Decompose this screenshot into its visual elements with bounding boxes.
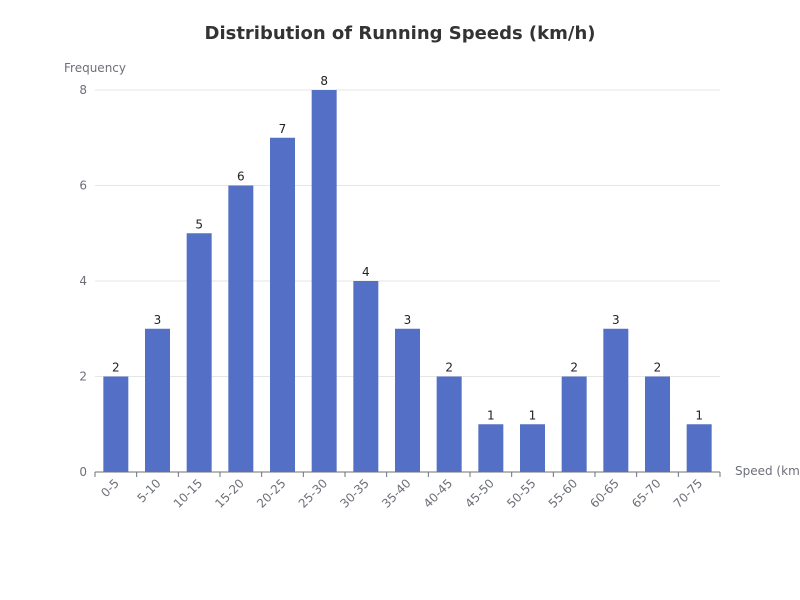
bar-25-30 bbox=[311, 90, 337, 472]
x-tick-label: 50-55 bbox=[504, 476, 539, 511]
bar-5-10 bbox=[145, 328, 170, 472]
bar-55-60 bbox=[561, 376, 587, 472]
bar-65-70 bbox=[645, 376, 670, 472]
data-label: 8 bbox=[320, 74, 328, 88]
x-tick-label: 55-60 bbox=[546, 476, 581, 511]
x-tick-label: 35-40 bbox=[379, 476, 414, 511]
bar-35-40 bbox=[395, 328, 420, 472]
bar-10-15 bbox=[186, 233, 212, 472]
bar-20-25 bbox=[270, 137, 295, 472]
data-label: 2 bbox=[570, 361, 578, 375]
x-tick-label: 10-15 bbox=[171, 476, 206, 511]
data-label: 2 bbox=[654, 361, 662, 375]
data-label: 3 bbox=[612, 313, 620, 327]
bar-60-65 bbox=[603, 328, 629, 472]
x-tick-label: 15-20 bbox=[212, 476, 247, 511]
x-tick-label: 70-75 bbox=[671, 476, 706, 511]
y-tick-label: 2 bbox=[79, 370, 87, 384]
bar-40-45 bbox=[436, 376, 462, 472]
bar-0-5 bbox=[103, 376, 129, 472]
data-label: 5 bbox=[195, 217, 203, 231]
y-axis-title: Frequency bbox=[64, 61, 126, 75]
bar-15-20 bbox=[228, 185, 254, 472]
data-label: 1 bbox=[695, 408, 703, 422]
y-axis: 0 2 4 6 8 bbox=[79, 83, 87, 479]
data-label: 4 bbox=[362, 265, 370, 279]
x-tick-label: 45-50 bbox=[462, 476, 497, 511]
data-label: 7 bbox=[279, 122, 287, 136]
data-label: 6 bbox=[237, 170, 245, 184]
bar-50-55 bbox=[520, 424, 545, 472]
data-label: 2 bbox=[445, 361, 453, 375]
x-tick-label: 5-10 bbox=[134, 476, 163, 505]
x-axis: 0-5 5-10 10-15 15-20 20-25 25-30 30-35 35-40 40-… bbox=[94, 471, 721, 511]
x-tick-label: 65-70 bbox=[629, 476, 664, 511]
chart-title: Distribution of Running Speeds (km/h) bbox=[205, 23, 596, 44]
data-label: 3 bbox=[404, 313, 412, 327]
bars bbox=[103, 90, 712, 472]
x-tick-label: 60-65 bbox=[587, 476, 622, 511]
data-label: 1 bbox=[529, 408, 537, 422]
y-tick-label: 0 bbox=[79, 465, 87, 479]
y-tick-label: 6 bbox=[79, 179, 87, 193]
y-tick-label: 4 bbox=[79, 274, 87, 288]
x-tick-label: 30-35 bbox=[337, 476, 372, 511]
bar-45-50 bbox=[478, 424, 504, 472]
y-tick-label: 8 bbox=[79, 83, 87, 97]
x-tick-label: 20-25 bbox=[254, 476, 289, 511]
bar-70-75 bbox=[686, 424, 712, 472]
data-labels: 2 3 5 6 7 8 4 3 2 1 1 2 3 2 1 bbox=[112, 74, 703, 422]
data-label: 2 bbox=[112, 361, 120, 375]
x-tick-label: 25-30 bbox=[296, 476, 331, 511]
data-label: 3 bbox=[154, 313, 162, 327]
x-tick-label: 0-5 bbox=[98, 476, 122, 500]
bar-30-35 bbox=[353, 281, 379, 472]
x-axis-title: Speed (km/h) bbox=[735, 464, 800, 478]
data-label: 1 bbox=[487, 408, 495, 422]
x-tick-label: 40-45 bbox=[421, 476, 456, 511]
